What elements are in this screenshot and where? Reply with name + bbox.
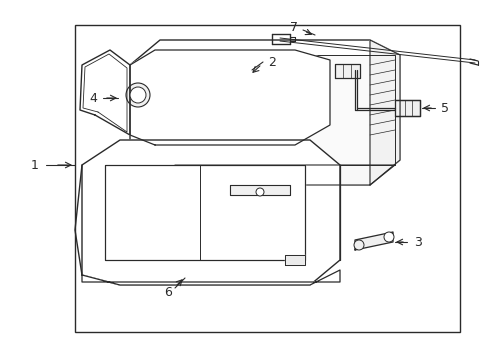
Polygon shape	[355, 232, 393, 250]
Polygon shape	[125, 73, 155, 115]
Bar	[75, 25, 460, 332]
Polygon shape	[370, 40, 400, 185]
Polygon shape	[230, 185, 290, 195]
Polygon shape	[82, 140, 340, 285]
Polygon shape	[395, 100, 420, 116]
Polygon shape	[130, 40, 400, 185]
Polygon shape	[239, 68, 251, 82]
Polygon shape	[285, 255, 305, 265]
Text: 5: 5	[441, 102, 449, 114]
Polygon shape	[148, 60, 170, 73]
Text: 4: 4	[89, 91, 97, 104]
Polygon shape	[82, 270, 340, 285]
Polygon shape	[130, 50, 330, 145]
Text: 7: 7	[290, 21, 298, 33]
Polygon shape	[80, 50, 130, 135]
Polygon shape	[175, 55, 395, 165]
Polygon shape	[105, 165, 305, 260]
Polygon shape	[335, 64, 360, 78]
Circle shape	[384, 232, 394, 242]
Circle shape	[126, 83, 150, 107]
Text: 1: 1	[31, 158, 39, 171]
Circle shape	[256, 188, 264, 196]
Circle shape	[354, 240, 364, 250]
Text: 3: 3	[414, 235, 422, 248]
Polygon shape	[160, 165, 395, 185]
Text: 6: 6	[164, 287, 172, 300]
Circle shape	[130, 87, 146, 103]
Text: 2: 2	[268, 55, 276, 68]
